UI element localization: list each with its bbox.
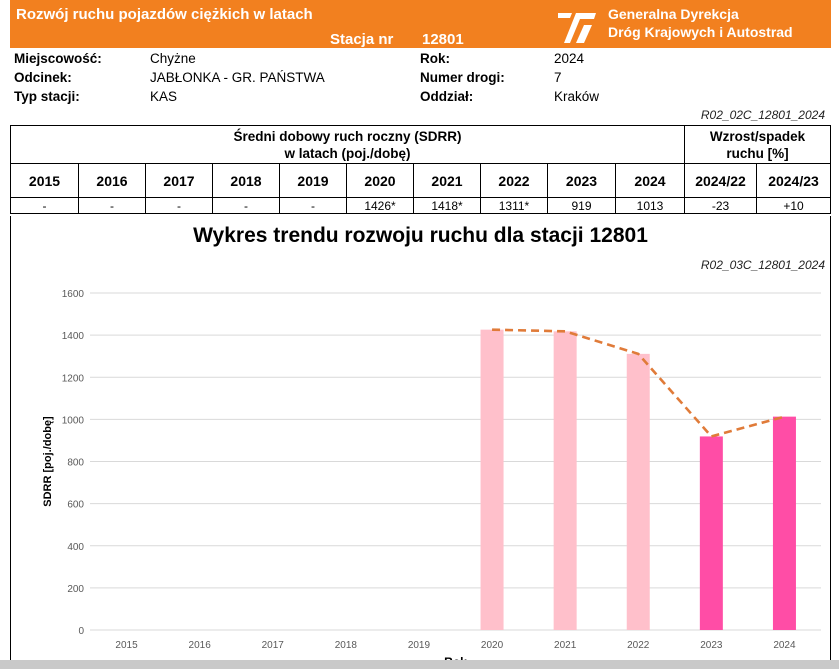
report-title: Rozwój ruchu pojazdów ciężkich w latach: [16, 6, 313, 23]
x-tick-label: 2015: [115, 640, 138, 651]
trend-line: [492, 328, 785, 438]
y-tick-label: 1600: [62, 289, 85, 300]
sdrr-header: Średni dobowy ruch roczny (SDRR) w latac…: [11, 126, 685, 164]
station-number: 12801: [422, 31, 464, 48]
x-tick-label: 2023: [700, 640, 723, 651]
report-header: Rozwój ruchu pojazdów ciężkich w latach …: [10, 0, 831, 48]
x-tick-label: 2019: [408, 640, 431, 651]
value-cell: 1013: [616, 198, 685, 214]
section-label: Odcinek:: [14, 70, 72, 85]
value-cell: 1311*: [481, 198, 548, 214]
section-value: JABŁONKA - GR. PAŃSTWA: [150, 70, 325, 85]
value-cell: -23: [685, 198, 757, 214]
x-tick-label: 2024: [773, 640, 796, 651]
y-tick-label: 1200: [62, 373, 85, 384]
bar-2022: [626, 353, 650, 630]
x-tick-label: 2018: [335, 640, 358, 651]
bar-2020: [480, 329, 504, 630]
year-header-cell: 2024: [616, 164, 685, 197]
value-cell: 1426*: [347, 198, 414, 214]
y-tick-label: 800: [67, 458, 84, 469]
y-tick-label: 600: [67, 500, 84, 511]
table-year-row: 2015 2016 2017 2018 2019 2020 2021 2022 2023 2024…: [11, 164, 830, 198]
y-tick-label: 1000: [62, 415, 85, 426]
value-cell: -: [146, 198, 213, 214]
org-name-line1: Generalna Dyrekcja: [608, 6, 739, 22]
gddkia-logo-icon: [558, 13, 596, 43]
horizontal-scrollbar[interactable]: [0, 660, 839, 669]
org-name-line2: Dróg Krajowych i Autostrad: [608, 24, 793, 40]
chart-frame: [10, 216, 831, 669]
road-number-label: Numer drogi:: [420, 70, 505, 85]
x-tick-label: 2017: [262, 640, 285, 651]
y-tick-label: 1400: [62, 331, 85, 342]
value-cell: 919: [548, 198, 616, 214]
station-info: Miejscowość: Chyżne Odcinek: JABŁONKA - …: [10, 48, 831, 108]
year-header-cell: 2016: [79, 164, 146, 197]
year-header-cell: 2021: [414, 164, 481, 197]
station-label: Stacja nr: [330, 31, 394, 48]
branch-value: Kraków: [554, 89, 600, 104]
sdrr-header-line1: Średni dobowy ruch roczny (SDRR): [233, 129, 462, 144]
y-tick-label: 0: [78, 626, 84, 637]
change-header: Wzrost/spadek ruchu [%]: [685, 126, 830, 164]
year-value: 2024: [554, 51, 585, 66]
table-ref-code: R02_02C_12801_2024: [700, 108, 825, 122]
bar-2021: [553, 331, 577, 630]
year-header-cell: 2024/22: [685, 164, 757, 197]
year-header-cell: 2022: [481, 164, 548, 197]
y-tick-label: 400: [67, 542, 84, 553]
year-header-cell: 2015: [11, 164, 79, 197]
year-header-cell: 2023: [548, 164, 616, 197]
bar-2024: [772, 416, 796, 630]
year-header-cell: 2018: [213, 164, 280, 197]
trend-chart: 0 200 400 600 800 1000 1200 1400 1600 2015 2016 201…: [42, 289, 821, 669]
x-tick-label: 2021: [554, 640, 577, 651]
value-cell: +10: [783, 199, 804, 213]
bar-2023: [699, 436, 723, 630]
sdrr-table: Średni dobowy ruch roczny (SDRR) w latac…: [10, 125, 831, 214]
change-header-line2: ruchu [%]: [726, 146, 789, 161]
locality-value: Chyżne: [150, 51, 196, 66]
x-tick-label: 2022: [627, 640, 650, 651]
y-tick-label: 200: [67, 584, 84, 595]
value-cell: -: [213, 198, 280, 214]
table-value-row: - - - - -1426* 1418* 1311* 919 1013 -23 +10: [11, 198, 830, 214]
locality-label: Miejscowość:: [14, 51, 102, 66]
year-header-cell: 2019: [280, 164, 347, 197]
y-axis-label: SDRR [poj./dobę]: [42, 416, 54, 507]
year-header-cell: 2024/23: [768, 172, 819, 189]
year-header-cell: 2017: [146, 164, 213, 197]
x-tick-label: 2020: [481, 640, 504, 651]
value-cell: -: [11, 198, 79, 214]
value-cell: 1418*: [414, 198, 481, 214]
year-header-cell: 2020: [347, 164, 414, 197]
chart-title: Wykres trendu rozwoju ruchu dla stacji 1…: [193, 224, 648, 247]
value-cell: -: [280, 198, 347, 214]
station-type-label: Typ stacji:: [14, 89, 80, 104]
report-sheet: Rozwój ruchu pojazdów ciężkich w latach …: [10, 0, 831, 669]
sdrr-header-line2: w latach (poj./dobę): [284, 146, 411, 161]
chart-ref-code: R02_03C_12801_2024: [700, 258, 825, 272]
change-header-line1: Wzrost/spadek: [709, 129, 806, 144]
value-cell: -: [79, 198, 146, 214]
x-tick-label: 2016: [189, 640, 212, 651]
branch-label: Oddział:: [420, 89, 474, 104]
year-label: Rok:: [420, 51, 450, 66]
road-number-value: 7: [554, 70, 562, 85]
station-type-value: KAS: [150, 89, 178, 104]
